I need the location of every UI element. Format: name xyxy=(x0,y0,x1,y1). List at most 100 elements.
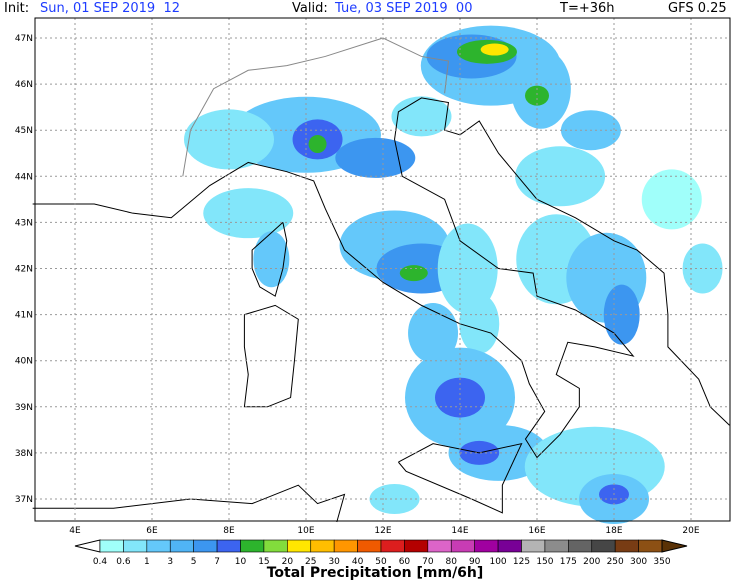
colorbar-label: 20 xyxy=(282,557,294,567)
colorbar-box xyxy=(240,539,265,553)
model-name: GFS 0.25 xyxy=(668,1,727,16)
colorbar-box xyxy=(614,539,639,553)
lat-label: 39N xyxy=(15,403,33,413)
colorbar-label: 350 xyxy=(653,557,670,567)
colorbar-label: 80 xyxy=(446,557,458,567)
colorbar-label: 300 xyxy=(630,557,647,567)
precipitation-field xyxy=(184,25,723,524)
lon-label: 8E xyxy=(223,526,235,536)
lead-time: T=+36h xyxy=(559,1,615,16)
colorbar-label: 70 xyxy=(422,557,434,567)
lat-label: 42N xyxy=(15,265,33,275)
lon-label: 20E xyxy=(682,526,699,536)
colorbar-label: 150 xyxy=(536,557,553,567)
map-frame xyxy=(34,17,731,522)
lat-label: 41N xyxy=(15,311,33,321)
colorbar-box xyxy=(638,539,663,553)
colorbar-label: 0.4 xyxy=(93,557,108,567)
border xyxy=(182,37,450,177)
lat-label: 44N xyxy=(15,172,33,182)
colorbar-label: 175 xyxy=(560,557,577,567)
valid-label: Valid: xyxy=(292,1,328,16)
lon-label: 10E xyxy=(297,526,314,536)
colorbar-box xyxy=(193,539,218,553)
colorbar-box xyxy=(568,539,593,553)
colorbar-box xyxy=(216,539,241,553)
colorbar-box xyxy=(544,539,569,553)
colorbar-label: 50 xyxy=(375,557,387,567)
precip-area xyxy=(459,293,500,354)
precip-area xyxy=(480,43,509,56)
colorbar-label: 90 xyxy=(469,557,481,567)
colorbar-box xyxy=(123,539,148,553)
colorbar-label: 200 xyxy=(583,557,600,567)
precip-area xyxy=(308,135,327,154)
colorbar-label: 3 xyxy=(167,557,173,567)
coastline xyxy=(251,222,288,297)
colorbar-label: 5 xyxy=(191,557,197,567)
colorbar-arrow-high xyxy=(661,539,688,553)
lat-label: 43N xyxy=(15,218,33,228)
colorbar-box xyxy=(99,539,124,553)
precip-area xyxy=(335,137,416,178)
valid-time: Tue, 03 SEP 2019 00 xyxy=(334,1,472,16)
lon-label: 4E xyxy=(69,526,81,536)
colorbar-title: Total Precipitation [mm/6h] xyxy=(267,565,484,580)
lon-label: 14E xyxy=(451,526,468,536)
colorbar-box xyxy=(474,539,499,553)
colorbar-label: 100 xyxy=(489,557,506,567)
lat-label: 38N xyxy=(15,449,33,459)
precip-area xyxy=(525,85,549,106)
init-time: Sun, 01 SEP 2019 12 xyxy=(40,1,180,16)
lat-label: 47N xyxy=(15,34,33,44)
coastline xyxy=(398,442,523,514)
colorbar-label: 25 xyxy=(305,557,316,567)
precip-area xyxy=(369,484,420,514)
colorbar-arrow-low xyxy=(74,539,101,553)
lon-label: 12E xyxy=(374,526,391,536)
colorbar-box xyxy=(146,539,171,553)
precip-area xyxy=(435,377,485,418)
colorbar-box xyxy=(591,539,616,553)
precip-area xyxy=(437,223,498,314)
precip-area xyxy=(408,303,459,364)
colorbar-box xyxy=(450,539,475,553)
colorbar-label: 0.6 xyxy=(116,557,131,567)
colorbar-box xyxy=(404,539,429,553)
lat-label: 45N xyxy=(15,126,33,136)
colorbar-box xyxy=(287,539,312,553)
colorbar-box xyxy=(497,539,522,553)
lon-label: 18E xyxy=(605,526,622,536)
graticule: 47N 46N 45N 44N 43N 42N 41N 40N 39N 38N 37N 4E 6E 8E 1… xyxy=(15,18,730,536)
colorbar-box xyxy=(263,539,288,553)
colorbar-label: 7 xyxy=(214,557,220,567)
init-label: Init: xyxy=(4,1,29,16)
lon-label: 6E xyxy=(146,526,158,536)
colorbar-label: 15 xyxy=(258,557,269,567)
colorbar-label: 40 xyxy=(352,557,364,567)
colorbar-box xyxy=(427,539,452,553)
precip-area xyxy=(203,188,294,239)
lat-label: 46N xyxy=(15,80,33,90)
colorbar-label: 250 xyxy=(607,557,624,567)
lat-label: 37N xyxy=(15,495,33,505)
lat-label: 40N xyxy=(15,357,33,367)
colorbar-box xyxy=(169,539,194,553)
colorbar-label: 125 xyxy=(513,557,530,567)
colorbar-label: 10 xyxy=(235,557,247,567)
colorbar-label: 60 xyxy=(399,557,411,567)
precip-area xyxy=(641,169,702,230)
colorbar-box xyxy=(357,539,382,553)
coastline xyxy=(32,484,346,523)
colorbar-box xyxy=(333,539,358,553)
precip-area xyxy=(399,265,428,282)
precip-area xyxy=(682,243,723,294)
lon-label: 16E xyxy=(528,526,545,536)
colorbar: 0.4 0.6 1 3 5 7 10 15 20 25 30 40 50 60 70 80 90 100 125 15… xyxy=(74,539,688,567)
colorbar-box xyxy=(310,539,335,553)
colorbar-box xyxy=(521,539,546,553)
colorbar-label: 1 xyxy=(144,557,150,567)
precip-area xyxy=(253,231,290,288)
